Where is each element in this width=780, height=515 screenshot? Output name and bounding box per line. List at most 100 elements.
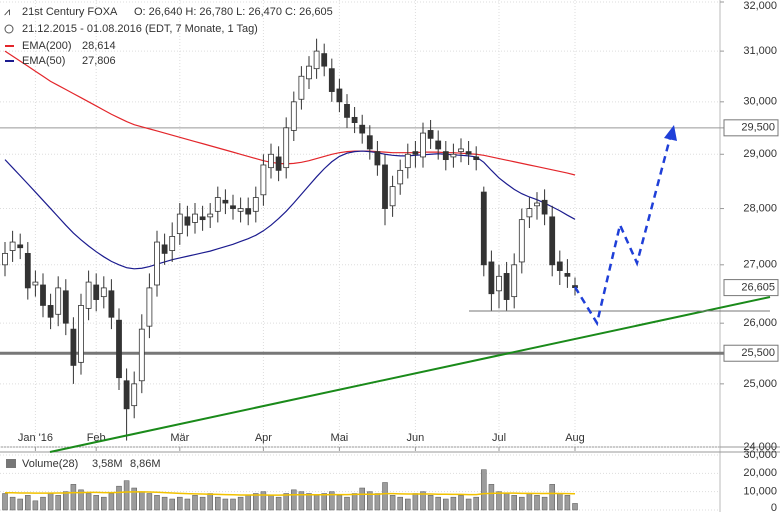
candle-body — [85, 281, 92, 309]
candle-body — [420, 132, 426, 158]
volume-bar — [199, 496, 206, 511]
volume-bar — [131, 487, 137, 511]
candle-body — [382, 164, 388, 209]
candle-body — [313, 50, 320, 70]
trend-line — [49, 296, 771, 453]
level-box — [723, 119, 779, 137]
volume-bar — [47, 493, 54, 511]
candle-body — [359, 124, 366, 134]
volume-bar — [93, 495, 99, 511]
volume-bar — [374, 493, 381, 511]
forecast-path — [573, 137, 672, 327]
volume-bar — [519, 496, 525, 511]
candle-body — [328, 68, 335, 92]
volume-bar — [123, 480, 130, 511]
candle-body — [465, 151, 472, 155]
candle-body — [230, 205, 236, 209]
legend-value: 28,614 — [82, 40, 116, 52]
volume-bar — [481, 469, 487, 511]
volume-bar — [253, 493, 259, 511]
candle-body — [344, 104, 350, 118]
volume-bar — [85, 493, 92, 511]
volume-bar — [306, 493, 312, 511]
candle-body — [458, 148, 464, 153]
candle-body — [260, 164, 267, 196]
candle-body — [47, 305, 54, 318]
candle-body — [275, 156, 282, 171]
y-tick-label: 25,000 — [743, 378, 777, 390]
volume-bar — [55, 495, 61, 511]
x-tick-label: Apr — [255, 432, 272, 444]
candle-body — [511, 264, 518, 298]
candle-body — [138, 328, 145, 382]
candle-body — [268, 153, 274, 169]
candle-body — [222, 199, 229, 204]
header-title: 21st Century FOXA — [22, 6, 118, 18]
candle-body — [93, 284, 100, 300]
volume-bar — [116, 485, 122, 511]
y-tick-label: 32,000 — [743, 0, 777, 12]
volume-bar — [572, 503, 578, 511]
volume-bar — [237, 496, 244, 511]
candle-body — [518, 219, 525, 263]
candle-body — [169, 236, 176, 251]
candle-body — [534, 202, 540, 207]
y-tick-label: 27,000 — [743, 259, 777, 271]
candle-body — [321, 53, 328, 67]
volume-bar — [268, 495, 274, 511]
volume-bar — [321, 493, 327, 511]
candle-body — [503, 273, 510, 300]
x-tick-label: Jun — [407, 432, 425, 444]
volume-bar — [488, 484, 495, 511]
volume-bar — [63, 491, 69, 511]
volume-bar — [473, 496, 479, 511]
volume-bar — [260, 491, 267, 511]
candle-body — [32, 281, 39, 286]
volume-bar — [427, 495, 434, 511]
candle-body — [298, 75, 305, 100]
candle-body — [336, 88, 343, 103]
clock-icon — [4, 24, 14, 34]
candle-body — [389, 186, 396, 207]
candle-body — [192, 213, 198, 223]
y-tick-label: 31,000 — [743, 45, 777, 57]
volume-bar — [367, 491, 373, 511]
candle-body — [9, 241, 16, 251]
volume-bar — [503, 493, 510, 511]
candle-body — [24, 252, 31, 289]
volume-bar — [450, 496, 457, 511]
candle-body — [237, 208, 244, 212]
volume-bar — [291, 489, 297, 511]
candle-body — [541, 199, 548, 215]
volume-bar — [435, 496, 441, 511]
candle-body — [70, 328, 77, 366]
volume-bar — [549, 484, 555, 511]
volume-bar — [564, 495, 571, 511]
candle-body — [412, 151, 419, 155]
candle-body — [100, 287, 107, 298]
candle-body — [55, 287, 62, 315]
candle-body — [306, 65, 312, 80]
volume-bar — [397, 496, 403, 511]
volume-bar — [146, 493, 153, 511]
volume-bar — [534, 495, 540, 511]
volume-bar — [108, 493, 115, 511]
volume-bar — [25, 495, 31, 511]
candle-body — [78, 305, 84, 363]
y-tick-label: 30,000 — [743, 96, 777, 108]
y-tick-label: 20,000 — [743, 467, 777, 479]
y-tick-label: 29,000 — [743, 148, 777, 160]
volume-bar — [9, 496, 16, 511]
candle-body — [116, 319, 122, 379]
candle-body — [40, 284, 46, 306]
candle-body — [146, 287, 153, 327]
candle-body — [397, 169, 404, 185]
volume-bar — [230, 498, 236, 511]
volume-bar — [443, 498, 449, 511]
volume-bar — [215, 496, 221, 511]
volume-bar — [496, 491, 502, 511]
candle-body — [450, 153, 457, 158]
level-label: 26,605 — [741, 282, 775, 294]
